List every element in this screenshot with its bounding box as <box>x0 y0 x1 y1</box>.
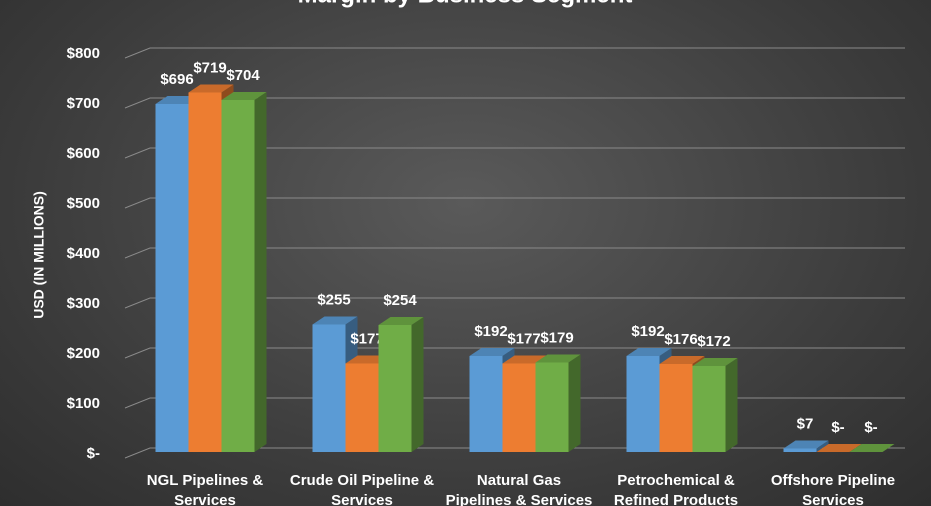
value-label: $179 <box>540 329 573 346</box>
bar-top <box>783 440 829 449</box>
value-label: $177 <box>507 330 540 347</box>
y-tick-label: $- <box>87 445 100 462</box>
grid-line <box>124 97 905 109</box>
value-label: $- <box>864 419 877 436</box>
bar <box>659 364 693 452</box>
x-tick-label: Crude Oil Pipeline & Services <box>289 472 435 506</box>
bar-top <box>312 316 358 325</box>
bar-top <box>502 355 548 364</box>
chart-title: Margin by Business Segment <box>298 0 633 8</box>
y-tick-label: $200 <box>67 345 100 362</box>
bar-top <box>469 348 515 356</box>
bar <box>502 363 536 452</box>
value-label: $704 <box>226 67 260 84</box>
bar-side <box>816 440 829 452</box>
value-label: $7 <box>797 415 814 432</box>
bar <box>692 366 726 452</box>
value-label: $719 <box>193 59 226 76</box>
grid-line <box>124 147 905 159</box>
bar-top <box>188 84 234 93</box>
value-label: $192 <box>474 323 507 340</box>
y-tick-label: $600 <box>67 145 100 162</box>
bar <box>378 325 412 452</box>
bar <box>626 356 660 452</box>
grid-line <box>124 247 905 259</box>
bar <box>783 448 817 452</box>
y-tick-label: $800 <box>67 45 100 62</box>
bar <box>155 104 189 452</box>
x-tick-label: Natural Gas Pipelines & Services <box>445 472 593 506</box>
y-tick-label: $500 <box>67 195 100 212</box>
bar <box>345 363 379 452</box>
value-label: $- <box>831 419 844 436</box>
bar <box>469 356 503 452</box>
x-tick-label: Petrochemical & Refined Products Service… <box>613 472 739 506</box>
bar <box>535 362 569 452</box>
bar-top <box>692 358 738 366</box>
value-label: $192 <box>631 323 664 340</box>
bar <box>188 92 222 452</box>
bar-side <box>568 354 581 452</box>
y-tick-label: $300 <box>67 295 100 312</box>
bar-side <box>725 358 738 452</box>
bar-top <box>659 356 705 364</box>
bar-side <box>411 317 424 452</box>
x-tick-label: Offshore Pipeline Services <box>770 472 896 506</box>
y-axis-title: USD (IN MILLIONS) <box>31 191 47 319</box>
bar-top <box>626 348 672 356</box>
value-label: $255 <box>317 291 350 308</box>
bar-top <box>378 317 424 325</box>
bar <box>312 324 346 452</box>
y-tick-label: $100 <box>67 395 100 412</box>
bar-top <box>849 444 895 452</box>
value-label: $176 <box>664 331 697 348</box>
bar-side <box>254 92 267 452</box>
x-tick-label: NGL Pipelines & Services <box>146 472 264 506</box>
value-label: $696 <box>160 71 193 88</box>
y-tick-label: $700 <box>67 95 100 112</box>
bar-top <box>816 444 862 452</box>
y-tick-label: $400 <box>67 245 100 262</box>
bar-top <box>535 354 581 363</box>
grid-line <box>124 47 905 59</box>
value-label: $177 <box>350 330 383 347</box>
grid-line <box>124 197 905 209</box>
value-label: $254 <box>383 292 417 309</box>
bar <box>221 100 255 452</box>
bar-top <box>221 92 267 100</box>
value-label: $172 <box>697 333 730 350</box>
grid-line <box>124 297 905 309</box>
